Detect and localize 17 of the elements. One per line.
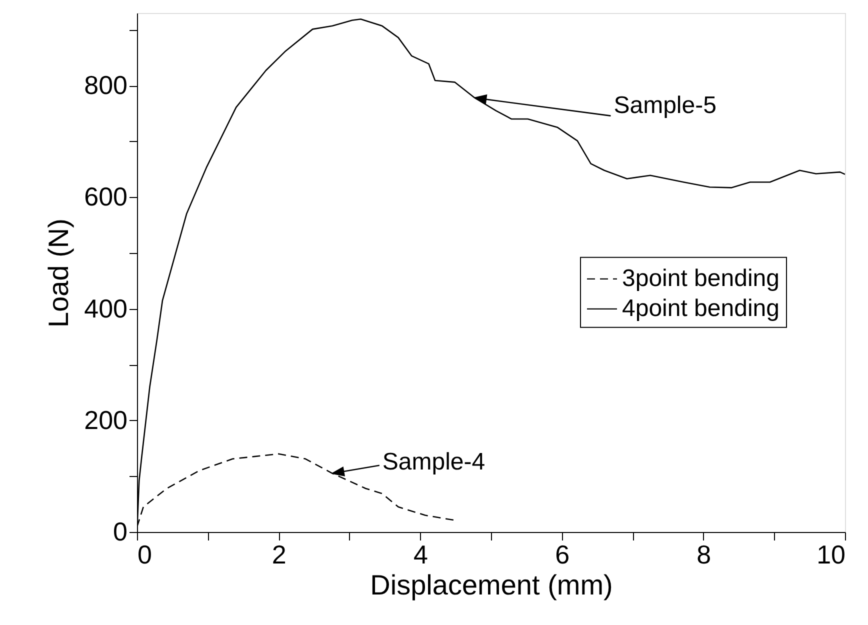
y-tick-label: 200: [84, 404, 128, 435]
legend-label: 3point bending: [622, 264, 780, 292]
x-tick-label: 0: [138, 540, 152, 570]
y-tick-label: 400: [84, 293, 128, 324]
annotation: Sample-4: [382, 448, 486, 476]
y-tick-label: 800: [84, 70, 128, 100]
y-tick-label: 0: [113, 516, 128, 546]
legend-label: 4point bending: [622, 294, 780, 322]
x-tick-label: 10: [816, 540, 846, 570]
x-tick-label: 8: [696, 540, 712, 570]
x-tick-label: 2: [272, 540, 286, 570]
y-tick-label: 600: [84, 182, 128, 212]
annotation: Sample-5: [614, 92, 716, 119]
x-tick-label: 6: [555, 540, 570, 570]
y-axis-title: Load (N): [43, 218, 74, 328]
x-axis-title: Displacement (mm): [370, 570, 613, 600]
x-tick-label: 4: [413, 540, 428, 570]
